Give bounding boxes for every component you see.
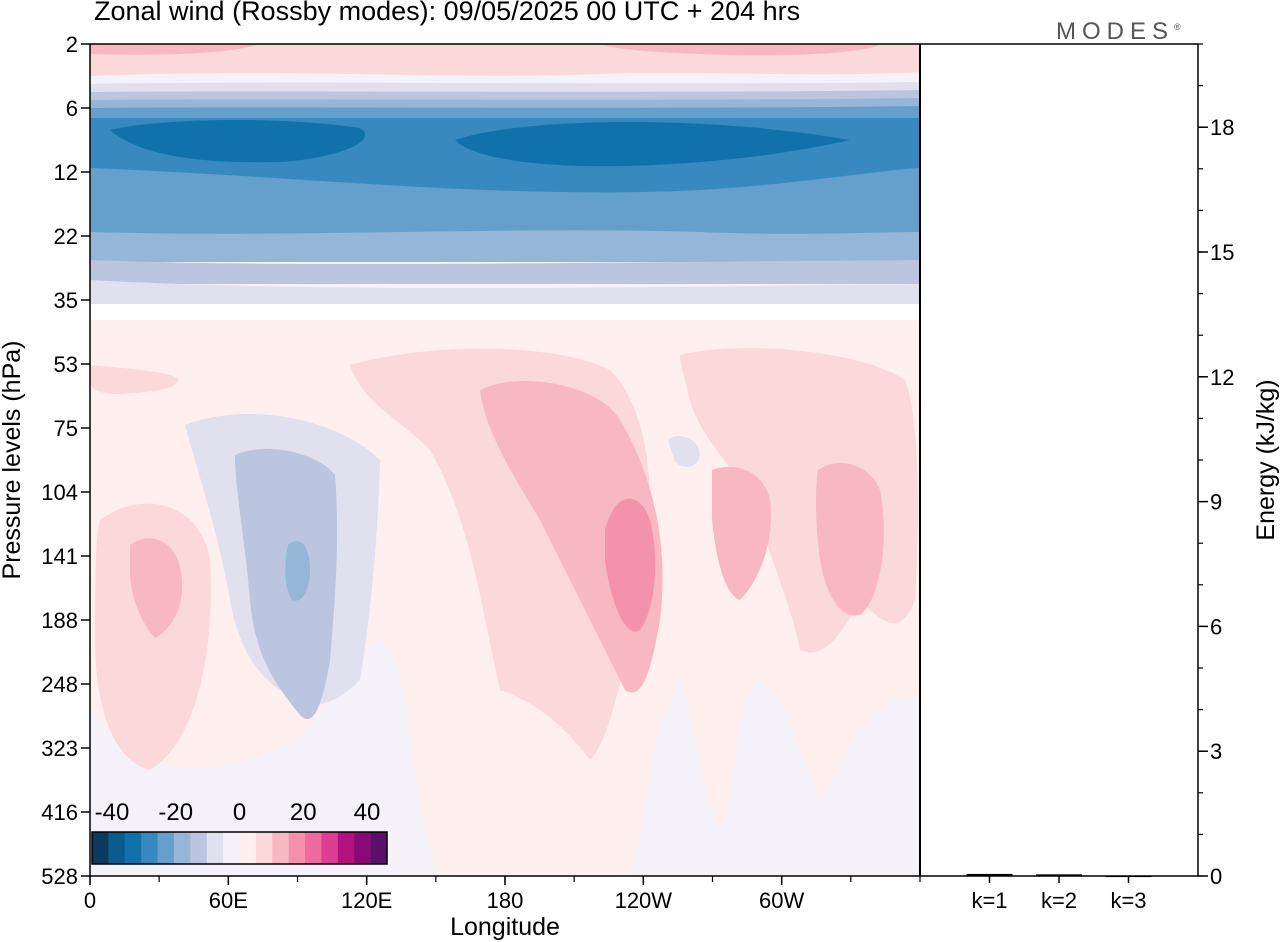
colorbar-swatch bbox=[321, 832, 339, 864]
energy-tick-label: 0 bbox=[1210, 864, 1222, 889]
energy-tick-label: 3 bbox=[1210, 739, 1222, 764]
lobe-neg-small bbox=[668, 435, 700, 467]
y-tick-label: 12 bbox=[54, 160, 78, 185]
colorbar-swatch bbox=[354, 832, 372, 864]
y-axis: 2 6 12 22 35 53 75 104 141 188 248 323 416 528 bbox=[41, 32, 90, 889]
energy-category-label: k=3 bbox=[1110, 888, 1146, 913]
lobe-neg-core-90e bbox=[285, 541, 310, 601]
energy-bar bbox=[1036, 874, 1082, 876]
y-axis-title: Pressure levels (hPa) bbox=[0, 341, 26, 580]
colorbar-label: 20 bbox=[290, 799, 317, 826]
lobe-pos-core-30e bbox=[130, 538, 183, 638]
y-tick-label: 35 bbox=[54, 288, 78, 313]
x-axis-title: Longitude bbox=[450, 913, 560, 941]
y-tick-label: 248 bbox=[41, 672, 78, 697]
x-tick-label: 60W bbox=[759, 888, 804, 913]
colorbar-swatch bbox=[272, 832, 290, 864]
energy-tick-label: 6 bbox=[1210, 614, 1222, 639]
registered-mark: ® bbox=[1174, 22, 1181, 32]
colorbar-swatch bbox=[92, 832, 109, 864]
lobe-pos-core-80w bbox=[712, 466, 771, 600]
y-tick-label: 22 bbox=[54, 224, 78, 249]
zonal-wind-heatmap bbox=[90, 44, 920, 876]
modes-logo: MODES® bbox=[1056, 18, 1181, 46]
energy-tick-label: 15 bbox=[1210, 240, 1234, 265]
lobe-pos-core-120w bbox=[605, 498, 656, 632]
x-tick-label: 60E bbox=[209, 888, 248, 913]
colorbar: -40 -20 0 20 40 bbox=[91, 799, 388, 865]
y-tick-label: 6 bbox=[66, 96, 78, 121]
y-tick-label: 141 bbox=[41, 544, 78, 569]
colorbar-swatch bbox=[108, 832, 126, 864]
lobe-neg-90e bbox=[235, 448, 338, 720]
band-strat-neg-4 bbox=[90, 106, 920, 120]
band-near-zero bbox=[90, 304, 920, 322]
energy-tick-label: 9 bbox=[1210, 490, 1222, 515]
x-tick-label: 180 bbox=[487, 888, 524, 913]
colorbar-label: -40 bbox=[95, 799, 130, 826]
colorbar-swatch bbox=[190, 832, 208, 864]
y-tick-label: 2 bbox=[66, 32, 78, 57]
x-tick-label: 120E bbox=[341, 888, 392, 913]
colorbar-swatch bbox=[124, 832, 142, 864]
x-tick-label: 120W bbox=[615, 888, 673, 913]
band-low-neg bbox=[90, 260, 920, 284]
band-strat-neg-2 bbox=[90, 90, 920, 102]
energy-axis: 0 3 6 9 12 15 18 bbox=[1198, 43, 1234, 889]
colorbar-swatch bbox=[337, 832, 355, 864]
band-upper-mid-neg bbox=[90, 168, 920, 236]
chart-title: Zonal wind (Rossby modes): 09/05/2025 00… bbox=[94, 0, 801, 26]
y-tick-label: 75 bbox=[54, 416, 78, 441]
energy-category-label: k=1 bbox=[971, 888, 1007, 913]
energy-category-label: k=2 bbox=[1041, 888, 1077, 913]
colorbar-label: -20 bbox=[158, 799, 193, 826]
x-axis: 0 60E 120E 180 120W 60W bbox=[84, 876, 921, 913]
y-tick-label: 104 bbox=[41, 480, 78, 505]
lobe-pos-53-west bbox=[90, 365, 179, 394]
colorbar-swatch bbox=[223, 832, 240, 864]
y-tick-label: 53 bbox=[54, 352, 78, 377]
energy-bar bbox=[966, 873, 1013, 876]
y-tick-label: 528 bbox=[41, 864, 78, 889]
band-strat-top-core2 bbox=[90, 44, 260, 55]
lobe-pos-core-35w bbox=[815, 462, 884, 616]
colorbar-swatch bbox=[239, 832, 257, 864]
band-lower-neg bbox=[90, 280, 920, 306]
colorbar-frame bbox=[91, 831, 388, 865]
band-strat-neg-3 bbox=[90, 98, 920, 110]
energy-axis-title: Energy (kJ/kg) bbox=[1252, 379, 1280, 540]
colorbar-swatch bbox=[255, 832, 273, 864]
colorbar-swatch bbox=[370, 832, 388, 864]
lobe-pos-east-hemisphere bbox=[95, 503, 211, 770]
y-tick-label: 188 bbox=[41, 608, 78, 633]
y-tick-label: 416 bbox=[41, 800, 78, 825]
band-strat-top-core bbox=[600, 44, 880, 56]
x-tick-label: 0 bbox=[84, 888, 96, 913]
colorbar-label: 0 bbox=[233, 799, 246, 826]
energy-tick-label: 18 bbox=[1210, 115, 1234, 140]
band-mid-neg bbox=[90, 230, 920, 262]
energy-tick-label: 12 bbox=[1210, 365, 1234, 390]
energy-bars: k=1 k=2 k=3 bbox=[966, 873, 1152, 913]
colorbar-swatch bbox=[288, 832, 306, 864]
colorbar-swatch bbox=[173, 832, 191, 864]
colorbar-swatch bbox=[305, 832, 322, 864]
colorbar-swatch bbox=[206, 832, 224, 864]
band-strat-neg-core-west bbox=[110, 119, 366, 163]
y-tick-label: 323 bbox=[41, 736, 78, 761]
colorbar-swatch bbox=[141, 832, 159, 864]
band-strat-neg-core-east bbox=[455, 121, 850, 167]
colorbar-label: 40 bbox=[354, 799, 381, 826]
energy-frame bbox=[919, 43, 1199, 877]
colorbar-swatch bbox=[157, 832, 175, 864]
lobe-pos-120w bbox=[480, 381, 663, 693]
logo-text: MODES bbox=[1056, 18, 1175, 45]
